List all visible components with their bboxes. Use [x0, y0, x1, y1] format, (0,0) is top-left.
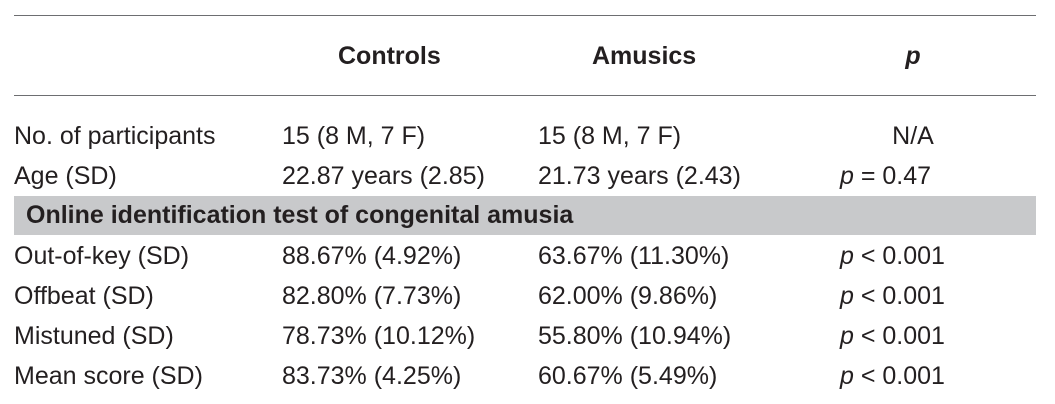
- row-label: Age (SD): [14, 162, 117, 190]
- table-row: Age (SD) 22.87 years (2.85) 21.73 years …: [0, 156, 1055, 196]
- table-row: Mean score (SD) 83.73% (4.25%) 60.67% (5…: [0, 356, 1055, 396]
- p-comparison: < 0.001: [853, 282, 945, 310]
- row-amusics-value: 55.80% (10.94%): [538, 322, 732, 350]
- p-comparison: = 0.47: [853, 162, 932, 190]
- row-amusics-value: 62.00% (9.86%): [538, 282, 718, 310]
- header-p: p: [905, 42, 921, 70]
- row-amusics-value: 15 (8 M, 7 F): [538, 122, 682, 150]
- p-symbol: p: [840, 162, 854, 190]
- p-symbol: p: [840, 322, 854, 350]
- table-header-rule: [14, 95, 1036, 96]
- row-controls-value: 83.73% (4.25%): [282, 362, 462, 390]
- row-label: Mean score (SD): [14, 362, 203, 390]
- row-p-value: p < 0.001: [840, 316, 945, 356]
- header-amusics: Amusics: [592, 42, 697, 70]
- p-symbol: p: [840, 282, 854, 310]
- row-p-value: p < 0.001: [840, 236, 945, 276]
- row-p-value: p = 0.47: [840, 156, 931, 196]
- table-top-rule: [14, 15, 1036, 16]
- p-symbol: p: [840, 242, 854, 270]
- row-controls-value: 78.73% (10.12%): [282, 322, 476, 350]
- row-p-value: p < 0.001: [840, 276, 945, 316]
- row-controls-value: 82.80% (7.73%): [282, 282, 462, 310]
- row-amusics-value: 21.73 years (2.43): [538, 162, 741, 190]
- row-amusics-value: 60.67% (5.49%): [538, 362, 718, 390]
- table-row: No. of participants 15 (8 M, 7 F) 15 (8 …: [0, 116, 1055, 156]
- row-label: Mistuned (SD): [14, 322, 174, 350]
- section-title: Online identification test of congenital…: [26, 201, 574, 229]
- row-amusics-value: 63.67% (11.30%): [538, 242, 730, 270]
- row-p-value: N/A: [892, 122, 934, 150]
- p-comparison: < 0.001: [853, 362, 945, 390]
- row-label: Offbeat (SD): [14, 282, 154, 310]
- row-controls-value: 88.67% (4.92%): [282, 242, 462, 270]
- row-label: No. of participants: [14, 122, 216, 150]
- row-controls-value: 22.87 years (2.85): [282, 162, 485, 190]
- row-controls-value: 15 (8 M, 7 F): [282, 122, 426, 150]
- p-symbol: p: [840, 362, 854, 390]
- table-row: Out-of-key (SD) 88.67% (4.92%) 63.67% (1…: [0, 236, 1055, 276]
- row-p-value: p < 0.001: [840, 356, 945, 396]
- table-row: Offbeat (SD) 82.80% (7.73%) 62.00% (9.86…: [0, 276, 1055, 316]
- header-controls: Controls: [338, 42, 441, 70]
- table-header-row: Controls Amusics p: [0, 36, 1055, 76]
- p-comparison: < 0.001: [853, 242, 945, 270]
- table-row: Mistuned (SD) 78.73% (10.12%) 55.80% (10…: [0, 316, 1055, 356]
- row-label: Out-of-key (SD): [14, 242, 190, 270]
- section-band: Online identification test of congenital…: [14, 196, 1036, 235]
- p-comparison: < 0.001: [853, 322, 945, 350]
